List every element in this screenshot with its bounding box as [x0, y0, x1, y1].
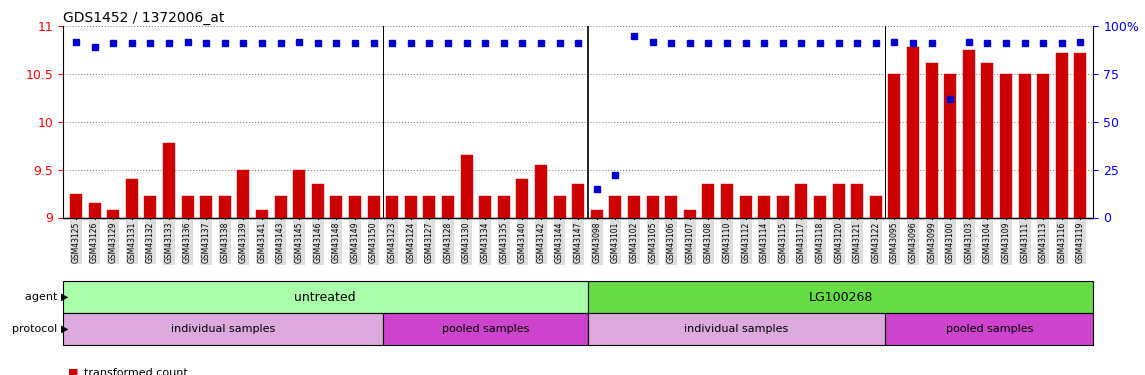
Bar [925, 63, 938, 217]
Bar [832, 184, 845, 218]
Bar [237, 170, 250, 217]
Bar [163, 143, 175, 218]
Text: ▶: ▶ [61, 292, 69, 302]
Bar [1019, 74, 1030, 217]
Text: individual samples: individual samples [171, 324, 275, 334]
Bar [740, 196, 751, 217]
Bar [587, 313, 885, 345]
Bar [591, 210, 603, 218]
Bar [870, 196, 882, 217]
Bar [889, 74, 900, 217]
Bar [219, 196, 231, 217]
Bar [516, 179, 529, 218]
Bar [945, 74, 956, 217]
Text: individual samples: individual samples [685, 324, 789, 334]
Bar [331, 196, 342, 217]
Bar [851, 184, 863, 218]
Bar [627, 196, 640, 217]
Bar [1000, 74, 1012, 217]
Bar [405, 196, 417, 217]
Bar [553, 196, 566, 217]
Bar [144, 196, 157, 217]
Bar [126, 179, 137, 218]
Bar [368, 196, 380, 217]
Bar [293, 170, 306, 217]
Bar [386, 196, 398, 217]
Bar [907, 47, 919, 217]
Bar [1074, 53, 1087, 217]
Bar [442, 196, 455, 217]
Bar [796, 184, 807, 218]
Bar [311, 184, 324, 218]
Bar [200, 196, 212, 217]
Bar [479, 196, 491, 217]
Bar [647, 196, 658, 217]
Bar [572, 184, 584, 218]
Bar [88, 203, 101, 217]
Bar [758, 196, 771, 217]
Bar [108, 210, 119, 218]
Bar [382, 313, 587, 345]
Bar [424, 196, 435, 217]
Bar [587, 281, 1093, 313]
Text: protocol: protocol [11, 324, 61, 334]
Bar [702, 184, 714, 218]
Text: GDS1452 / 1372006_at: GDS1452 / 1372006_at [63, 11, 224, 25]
Bar [814, 196, 826, 217]
Text: pooled samples: pooled samples [442, 324, 529, 334]
Bar [535, 165, 547, 218]
Bar [684, 210, 696, 218]
Bar [1056, 53, 1068, 217]
Bar [776, 196, 789, 217]
Text: agent: agent [25, 292, 61, 302]
Bar [460, 155, 473, 218]
Bar [275, 196, 286, 217]
Bar [609, 196, 622, 217]
Bar [498, 196, 510, 217]
Bar [63, 313, 382, 345]
Bar [963, 50, 974, 217]
Text: ■: ■ [68, 368, 78, 375]
Bar [721, 184, 733, 218]
Bar [349, 196, 361, 217]
Text: LG100268: LG100268 [808, 291, 872, 304]
Text: transformed count: transformed count [84, 368, 188, 375]
Bar [256, 210, 268, 218]
Bar [981, 63, 994, 217]
Text: pooled samples: pooled samples [946, 324, 1033, 334]
Text: untreated: untreated [294, 291, 356, 304]
Bar [885, 313, 1093, 345]
Bar [70, 194, 82, 217]
Bar [182, 196, 194, 217]
Text: ▶: ▶ [61, 324, 69, 334]
Bar [1037, 74, 1049, 217]
Bar [665, 196, 678, 217]
Bar [63, 281, 587, 313]
